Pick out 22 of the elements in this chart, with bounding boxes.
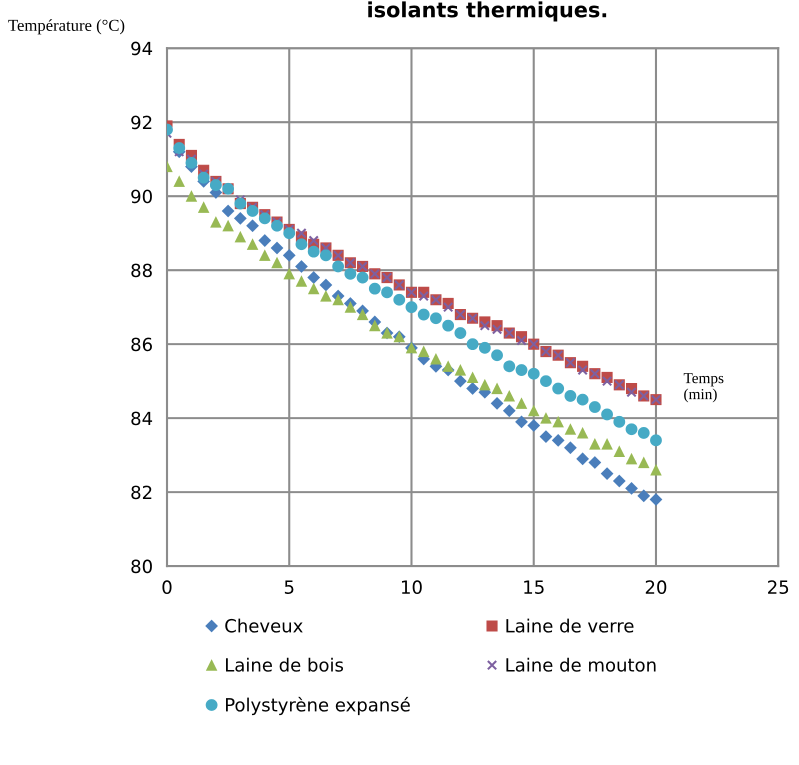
y-tick-label: 84 bbox=[131, 412, 152, 426]
y-tick-label: 80 bbox=[131, 560, 152, 574]
legend-label: Polystyrène expansé bbox=[226, 696, 410, 716]
x-tick-label: 0 bbox=[162, 580, 172, 594]
legend-label: Laine de mouton bbox=[506, 658, 656, 672]
chart-title: isolants thermiques. bbox=[368, 1, 606, 22]
y-tick-label: 92 bbox=[131, 116, 152, 130]
x-tick-label: 15 bbox=[524, 580, 544, 594]
x-tick-label: 10 bbox=[402, 580, 422, 594]
x-tick-label: 5 bbox=[284, 580, 294, 594]
x-tick-label: 25 bbox=[768, 580, 788, 594]
y-tick-label: 90 bbox=[131, 190, 152, 204]
legend-label: Laine de bois bbox=[226, 658, 344, 672]
x-tick-label: 20 bbox=[646, 580, 666, 594]
y-tick-label: 94 bbox=[131, 42, 152, 56]
y-tick-label: 82 bbox=[131, 486, 152, 500]
y-tick-label: 86 bbox=[131, 338, 152, 352]
annotation: Temps (min) bbox=[684, 373, 724, 402]
y-axis-title: Température (°C) bbox=[8, 19, 124, 34]
y-tick-label: 88 bbox=[131, 264, 152, 278]
legend-label: Cheveux bbox=[225, 618, 303, 633]
legend-label: Laine de verre bbox=[506, 618, 634, 633]
